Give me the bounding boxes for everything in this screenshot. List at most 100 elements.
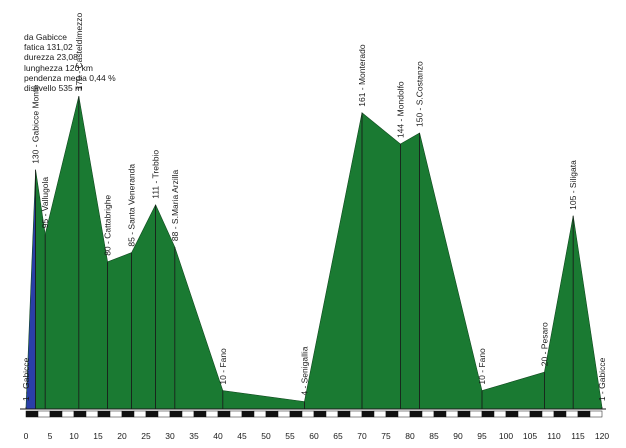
waypoint-label: 105 - Siligata <box>568 160 578 210</box>
scale-bar-segment <box>361 410 375 418</box>
x-tick-label: 20 <box>117 431 127 441</box>
scale-bar-segment <box>481 410 495 418</box>
profile-segment <box>361 112 401 410</box>
x-tick-label: 110 <box>547 431 561 441</box>
scale-bar-segment <box>265 410 279 418</box>
x-tick-label: 105 <box>523 431 537 441</box>
x-tick-label: 15 <box>93 431 103 441</box>
profile-segment <box>304 112 363 410</box>
scale-bar-segment <box>121 410 135 418</box>
scale-bar-segment <box>25 410 39 418</box>
waypoint-label: 161 - Monterado <box>357 44 367 107</box>
waypoint-label: 1 - Gabicce <box>21 357 31 401</box>
x-tick-label: 120 <box>595 431 609 441</box>
scale-bar-segment <box>217 410 231 418</box>
scale-bar-segment <box>133 410 147 418</box>
stat-hardness: durezza 23,08 <box>24 52 78 63</box>
waypoint-labels-layer: 1 - Gabicce 130 - Gabicce Monte 95 - Vallu… <box>21 12 607 401</box>
scale-bar-segment <box>193 410 207 418</box>
profile-segment <box>544 215 574 410</box>
profile-segment <box>419 132 483 410</box>
scale-bar-segment <box>397 410 411 418</box>
scale-bar-segment <box>289 410 303 418</box>
profile-area-layer <box>25 96 603 410</box>
waypoint-label: 10 - Fano <box>218 348 228 385</box>
scale-bar-segment <box>313 410 327 418</box>
stat-fatigue: fatica 131,02 <box>24 42 73 53</box>
scale-bar-segment <box>541 410 555 418</box>
scale-bar-segment <box>157 410 171 418</box>
waypoint-label: 1 - Gabicce <box>597 357 607 401</box>
waypoint-label: 80 - Cattabrighe <box>103 195 113 256</box>
x-tick-label: 95 <box>477 431 487 441</box>
x-tick-label: 35 <box>189 431 199 441</box>
x-tick-label: 65 <box>333 431 343 441</box>
x-tick-label: 115 <box>571 431 585 441</box>
scale-bar-segment <box>385 410 399 418</box>
scale-bar-segment <box>253 410 267 418</box>
scale-bar-segment <box>433 410 447 418</box>
scale-bar-segment <box>505 410 519 418</box>
distance-scale-bar <box>20 408 606 418</box>
scale-bar-segment <box>85 410 99 418</box>
scale-bar-segment <box>205 410 219 418</box>
x-tick-label: 100 <box>499 431 513 441</box>
waypoint-label: 95 - Vallugola <box>40 177 50 229</box>
scale-bar-segment <box>373 410 387 418</box>
scale-bar-segment <box>445 410 459 418</box>
scale-bar-segment <box>109 410 123 418</box>
profile-segment <box>481 371 545 410</box>
waypoint-label: 10 - Fano <box>477 348 487 385</box>
scale-bar-segment <box>61 410 75 418</box>
waypoint-label: 4 - Senigallia <box>299 346 309 395</box>
stat-length: lunghezza 120 km <box>24 62 93 73</box>
route-stats: da Gabicce fatica 131,02 durezza 23,08 l… <box>24 32 204 93</box>
scale-bar-segment <box>457 410 471 418</box>
x-tick-label: 55 <box>285 431 295 441</box>
profile-segment <box>44 96 80 410</box>
scale-bar-segment <box>337 410 351 418</box>
scale-bar-segment <box>277 410 291 418</box>
scale-bar-segment <box>181 410 195 418</box>
scale-bar-segment <box>553 410 567 418</box>
x-axis-ticks: 0 5 10 15 20 25 30 35 40 45 50 55 60 65 70 75 80 85 90 95 10… <box>24 431 610 441</box>
scale-bar-segment <box>49 410 63 418</box>
scale-bar-segment <box>349 410 363 418</box>
scale-bar-segment <box>301 410 315 418</box>
x-tick-label: 30 <box>165 431 175 441</box>
scale-bar-segment <box>229 410 243 418</box>
waypoint-label: 88 - S.Maria Arzilla <box>170 169 180 241</box>
scale-bar-segment <box>469 410 483 418</box>
waypoint-label: 85 - Santa Veneranda <box>127 164 137 247</box>
stat-elevation-gain: dislivello 535 m <box>24 83 83 94</box>
scale-bar-segment <box>421 410 435 418</box>
stat-avg-gradient: pendenza media 0,44 % <box>24 72 116 83</box>
x-tick-label: 25 <box>141 431 151 441</box>
scale-bar-segment <box>577 410 591 418</box>
x-tick-label: 90 <box>453 431 463 441</box>
scale-bar-segment <box>37 410 51 418</box>
scale-bar-segment <box>409 410 423 418</box>
scale-bar-segment <box>97 410 111 418</box>
x-tick-label: 10 <box>69 431 79 441</box>
x-tick-label: 85 <box>429 431 439 441</box>
x-tick-label: 80 <box>405 431 415 441</box>
x-tick-label: 75 <box>381 431 391 441</box>
stat-start: da Gabicce <box>24 32 67 42</box>
x-tick-label: 50 <box>261 431 271 441</box>
scale-bar-segment <box>565 410 579 418</box>
scale-bar-segment <box>529 410 543 418</box>
scale-bar-segment <box>145 410 159 418</box>
profile-segment <box>400 132 420 410</box>
scale-bar-segment <box>493 410 507 418</box>
x-tick-label: 60 <box>309 431 319 441</box>
x-tick-label: 5 <box>48 431 53 441</box>
waypoint-label: 150 - S.Costanzo <box>415 61 425 127</box>
scale-bar-segment <box>241 410 255 418</box>
scale-bar-segment <box>169 410 183 418</box>
profile-segment <box>174 246 224 410</box>
profile-segment <box>107 252 132 410</box>
scale-bar-segment <box>589 410 603 418</box>
waypoint-label: 20 - Pesaro <box>539 322 549 366</box>
